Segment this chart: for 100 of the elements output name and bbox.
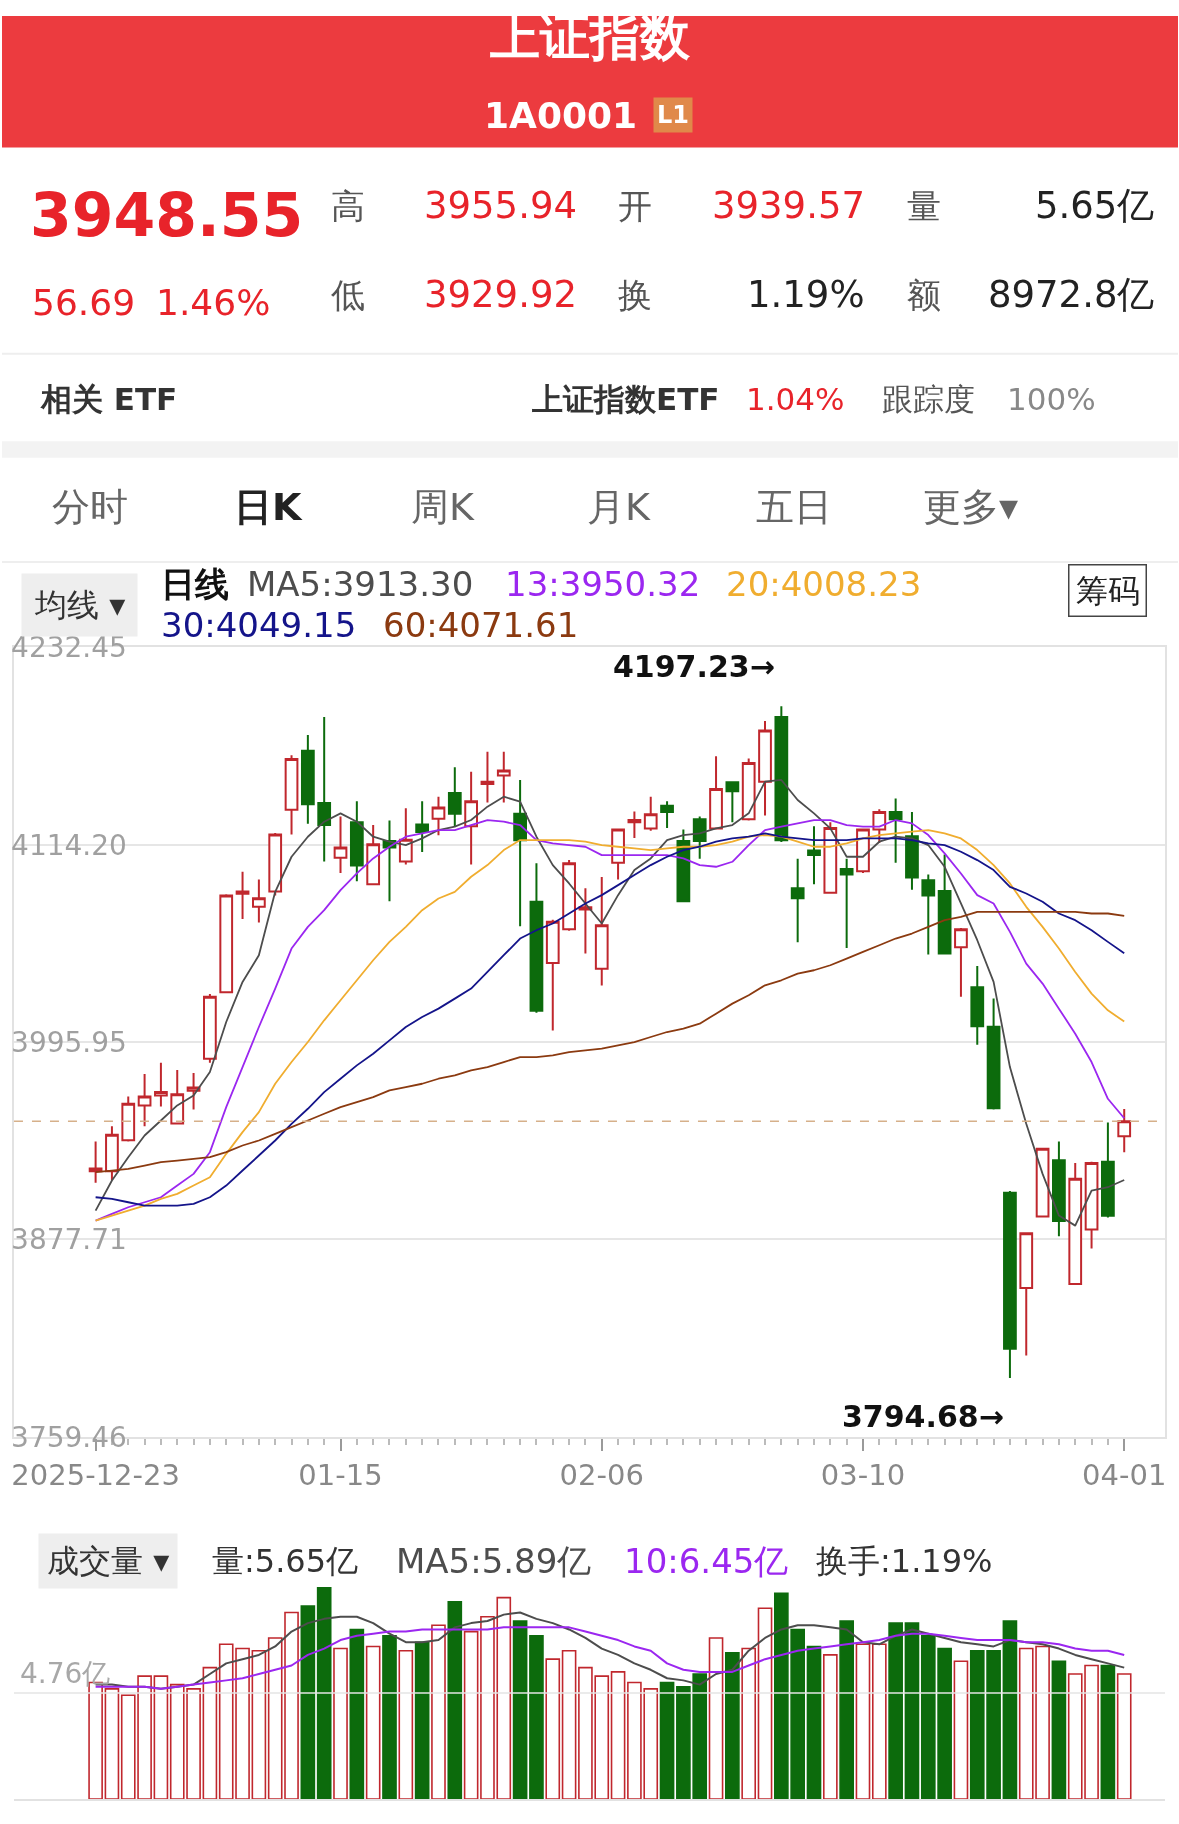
x-tick-label: 2025-12-23	[11, 1458, 180, 1493]
bar	[382, 1635, 397, 1800]
candlestick	[758, 719, 772, 817]
bar	[725, 1652, 740, 1800]
candlestick	[464, 770, 479, 866]
y-tick-label: 3759.46	[11, 1420, 127, 1454]
candlestick	[905, 811, 919, 891]
series-label: MA5:5.89亿	[396, 1541, 592, 1581]
candlestick	[447, 766, 462, 828]
text: 量	[907, 186, 941, 226]
text: 上证指数	[489, 7, 691, 66]
text: 3929.92	[424, 273, 578, 316]
bar	[855, 1643, 871, 1800]
candlestick	[415, 800, 430, 854]
candlestick	[1084, 1160, 1099, 1250]
bar	[153, 1675, 169, 1800]
text: 分时	[52, 485, 128, 529]
annotation: 4197.23→	[613, 649, 775, 684]
candlestick	[1101, 1121, 1115, 1219]
text: MA5:3913.30	[247, 564, 474, 604]
text: 相关 ETF	[40, 381, 178, 417]
candlestick	[790, 857, 805, 944]
candlestick	[398, 807, 413, 866]
candlestick	[1019, 1231, 1034, 1357]
candlestick	[807, 825, 821, 886]
text: 跟踪度	[882, 381, 975, 417]
text: 60:4071.61	[383, 605, 579, 645]
bar	[610, 1671, 626, 1800]
bar	[806, 1645, 822, 1800]
bar	[904, 1622, 920, 1800]
y-tick-label: 4114.20	[11, 828, 127, 862]
candlestick	[986, 997, 1001, 1111]
bar	[823, 1654, 838, 1800]
candlestick	[300, 733, 315, 825]
text: 1A0001	[484, 95, 638, 136]
text: 月K	[587, 485, 651, 529]
candlestick	[937, 853, 952, 956]
text: 56.69	[32, 282, 136, 323]
candlestick	[513, 778, 527, 928]
text: 上证指数ETF	[531, 381, 720, 417]
bar	[104, 1688, 120, 1800]
candlestick	[578, 887, 593, 955]
candlestick	[839, 857, 854, 949]
bar	[414, 1641, 430, 1800]
bar	[202, 1666, 218, 1800]
bar	[251, 1649, 267, 1800]
text: 量:5.65亿	[212, 1542, 359, 1580]
bar	[741, 1647, 757, 1800]
candlestick	[970, 964, 985, 1046]
candlestick	[170, 1069, 185, 1125]
candlestick	[121, 1095, 136, 1143]
candlestick	[284, 754, 299, 836]
text: 换	[618, 275, 652, 315]
text: 低	[331, 275, 365, 315]
y-tick-label: 3877.71	[11, 1223, 127, 1257]
candlestick	[154, 1061, 168, 1108]
candlestick	[562, 858, 576, 932]
bar	[333, 1647, 348, 1800]
candlestick	[431, 795, 446, 837]
series-label: 10:6.45亿	[624, 1541, 789, 1581]
candlestick	[88, 1140, 103, 1184]
bar	[561, 1649, 577, 1800]
y-tick-label: 3995.95	[11, 1025, 127, 1059]
candlestick	[692, 815, 707, 860]
candlestick	[235, 870, 250, 921]
text: 筹码	[1075, 571, 1140, 610]
bar	[529, 1635, 544, 1800]
candlestick	[480, 750, 495, 804]
text: L1	[657, 101, 689, 129]
text: 30:4049.15	[161, 605, 357, 645]
candlestick	[496, 750, 511, 804]
bar	[659, 1681, 675, 1800]
candlestick	[660, 800, 674, 829]
text: 13:3950.32	[505, 564, 701, 604]
candlestick	[921, 873, 936, 956]
text: 3939.57	[712, 184, 866, 227]
candlestick	[741, 757, 756, 822]
candlestick	[203, 992, 217, 1064]
text: 3955.94	[424, 184, 578, 227]
candlestick	[219, 893, 234, 994]
bar	[447, 1601, 463, 1800]
candlestick	[529, 862, 544, 1014]
candlestick	[725, 780, 740, 824]
candlestick	[611, 827, 625, 881]
text: 换手:1.19%	[816, 1542, 993, 1580]
candlestick	[594, 875, 609, 987]
text: 5.65亿	[1035, 184, 1155, 227]
text: 五日	[756, 485, 832, 529]
candlestick	[366, 824, 381, 886]
annotation: 3794.68→	[842, 1399, 1004, 1434]
candlestick	[349, 800, 364, 883]
legend-title: 日线	[161, 564, 229, 604]
candlestick	[627, 810, 642, 840]
bar	[888, 1622, 903, 1800]
bar	[953, 1660, 969, 1800]
bar	[431, 1624, 446, 1800]
bar	[463, 1630, 479, 1800]
text: 周K	[411, 485, 475, 529]
candlestick	[105, 1125, 119, 1181]
text: 高	[331, 186, 365, 226]
